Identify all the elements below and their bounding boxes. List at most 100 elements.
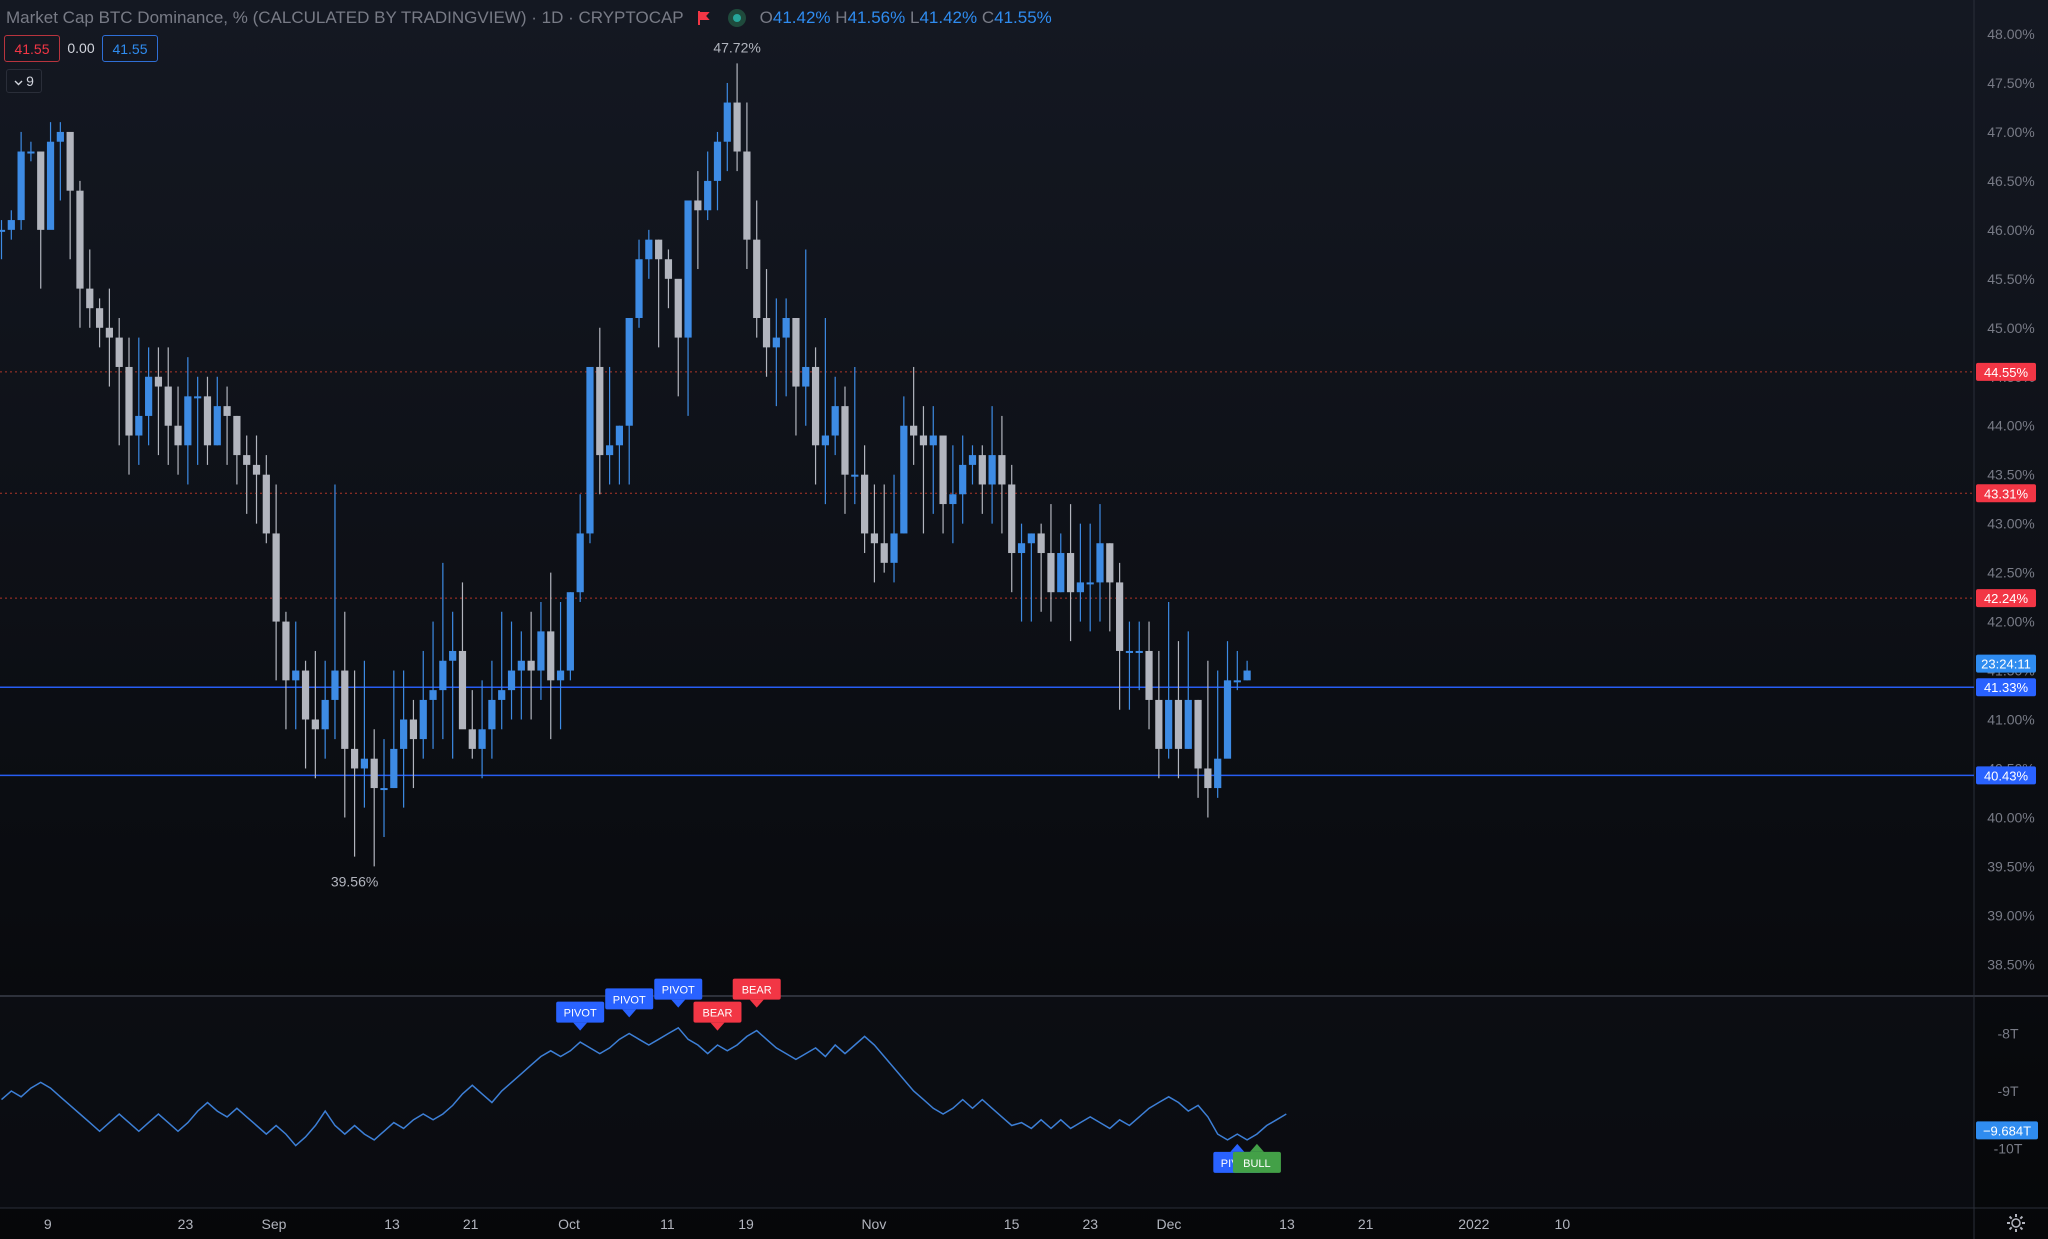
candle-body[interactable]: [1106, 543, 1114, 583]
candle-body[interactable]: [733, 102, 741, 152]
indicator-pane[interactable]: PIVOTPIVOTPIVOTBEARBEARPIVOTBULL: [1, 978, 1287, 1173]
candle-body[interactable]: [939, 435, 947, 505]
candle-body[interactable]: [488, 699, 496, 730]
candle-body[interactable]: [1008, 484, 1016, 554]
candle-body[interactable]: [792, 317, 800, 387]
candle-body[interactable]: [1174, 699, 1183, 749]
candle-body[interactable]: [66, 131, 74, 191]
candle-body[interactable]: [1204, 768, 1212, 789]
candle-body[interactable]: [537, 631, 545, 671]
candle-body[interactable]: [841, 406, 849, 475]
candle-body[interactable]: [615, 425, 624, 446]
candle-body[interactable]: [949, 494, 957, 505]
candle-body[interactable]: [17, 151, 25, 221]
candle-body[interactable]: [272, 533, 280, 622]
buy-price-box[interactable]: 41.55: [102, 35, 158, 62]
candle-body[interactable]: [1096, 543, 1104, 583]
candle-body[interactable]: [910, 425, 918, 436]
candle-body[interactable]: [174, 425, 182, 446]
candle-body[interactable]: [507, 670, 516, 691]
gear-icon[interactable]: [2006, 1213, 2026, 1233]
candle-body[interactable]: [86, 288, 94, 309]
candle-body[interactable]: [596, 366, 604, 456]
candle-body[interactable]: [439, 660, 447, 691]
candle-body[interactable]: [772, 337, 780, 348]
candle-body[interactable]: [919, 435, 928, 446]
candle-body[interactable]: [1165, 699, 1173, 749]
pivot-signal-label[interactable]: [654, 978, 703, 1000]
indicator-series-line[interactable]: [1, 1026, 1287, 1147]
symbol-title[interactable]: Market Cap BTC Dominance, % (CALCULATED …: [6, 8, 684, 27]
candle-body[interactable]: [458, 650, 467, 730]
candle-body[interactable]: [478, 729, 486, 749]
candle-body[interactable]: [527, 660, 535, 671]
candle-body[interactable]: [605, 445, 614, 456]
candle-body[interactable]: [586, 366, 594, 534]
candle-body[interactable]: [1086, 582, 1094, 585]
candle-body[interactable]: [1125, 650, 1134, 653]
candle-body[interactable]: [135, 415, 143, 436]
candle-body[interactable]: [880, 543, 888, 563]
candle-body[interactable]: [674, 278, 682, 338]
candle-body[interactable]: [1223, 680, 1232, 759]
candle-body[interactable]: [870, 533, 879, 544]
candle-body[interactable]: [1243, 670, 1251, 681]
candle-body[interactable]: [164, 386, 172, 426]
candle-body[interactable]: [664, 259, 673, 279]
candle-body[interactable]: [223, 406, 231, 416]
candle-body[interactable]: [252, 464, 261, 475]
candle-body[interactable]: [419, 699, 427, 740]
candle-body[interactable]: [1194, 699, 1202, 769]
candle-body[interactable]: [37, 151, 45, 230]
candle-body[interactable]: [341, 670, 349, 749]
candle-body[interactable]: [390, 748, 398, 789]
candle-body[interactable]: [684, 200, 692, 338]
candle-body[interactable]: [262, 474, 270, 534]
candle-body[interactable]: [831, 406, 839, 436]
candle-body[interactable]: [968, 455, 977, 465]
candle-body[interactable]: [566, 592, 574, 671]
candle-body[interactable]: [900, 425, 908, 534]
candle-body[interactable]: [409, 719, 418, 740]
candle-body[interactable]: [517, 660, 525, 671]
candle-body[interactable]: [0, 229, 6, 232]
candle-body[interactable]: [802, 366, 810, 387]
candle-body[interactable]: [1047, 553, 1055, 593]
candle-body[interactable]: [1027, 533, 1035, 544]
candle-body[interactable]: [988, 455, 996, 485]
candle-body[interactable]: [959, 464, 967, 495]
candle-body[interactable]: [56, 131, 64, 142]
candle-body[interactable]: [713, 141, 722, 181]
candle-body[interactable]: [821, 435, 829, 446]
bear-signal-label[interactable]: [693, 1001, 742, 1023]
time-axis[interactable]: 9 23 Sep 13 21 Oct 11 19 Nov 15 23 Dec 13 21 2022 10: [44, 1216, 1570, 1232]
candle-body[interactable]: [1066, 553, 1075, 593]
candle-body[interactable]: [27, 151, 35, 154]
candle-body[interactable]: [400, 719, 408, 749]
candle-body[interactable]: [292, 670, 300, 681]
candle-body[interactable]: [213, 406, 221, 446]
candle-body[interactable]: [723, 102, 731, 142]
red-flag-icon[interactable]: [697, 11, 710, 25]
candle-body[interactable]: [76, 190, 84, 289]
candle-body[interactable]: [645, 239, 653, 260]
candle-body[interactable]: [890, 533, 898, 563]
candle-body[interactable]: [576, 533, 584, 593]
bull-signal-label[interactable]: [1232, 1151, 1281, 1173]
candle-body[interactable]: [194, 396, 202, 399]
candle-body[interactable]: [370, 758, 378, 789]
candle-body[interactable]: [360, 758, 368, 769]
candle-body[interactable]: [233, 415, 241, 456]
candle-body[interactable]: [1076, 582, 1084, 593]
bear-signal-label[interactable]: [732, 978, 781, 1000]
candle-body[interactable]: [1057, 553, 1065, 593]
candle-body[interactable]: [811, 366, 820, 446]
candle-body[interactable]: [929, 435, 937, 446]
candle-body[interactable]: [105, 327, 113, 338]
candle-body[interactable]: [115, 337, 123, 367]
candle-body[interactable]: [498, 690, 506, 700]
candle-body[interactable]: [1037, 533, 1045, 554]
candle-body[interactable]: [1135, 650, 1143, 653]
price-axis[interactable]: 48.00% 47.50% 47.00% 46.50% 46.00% 45.50% 45.0…: [1976, 26, 2036, 972]
candle-body[interactable]: [1155, 699, 1163, 749]
